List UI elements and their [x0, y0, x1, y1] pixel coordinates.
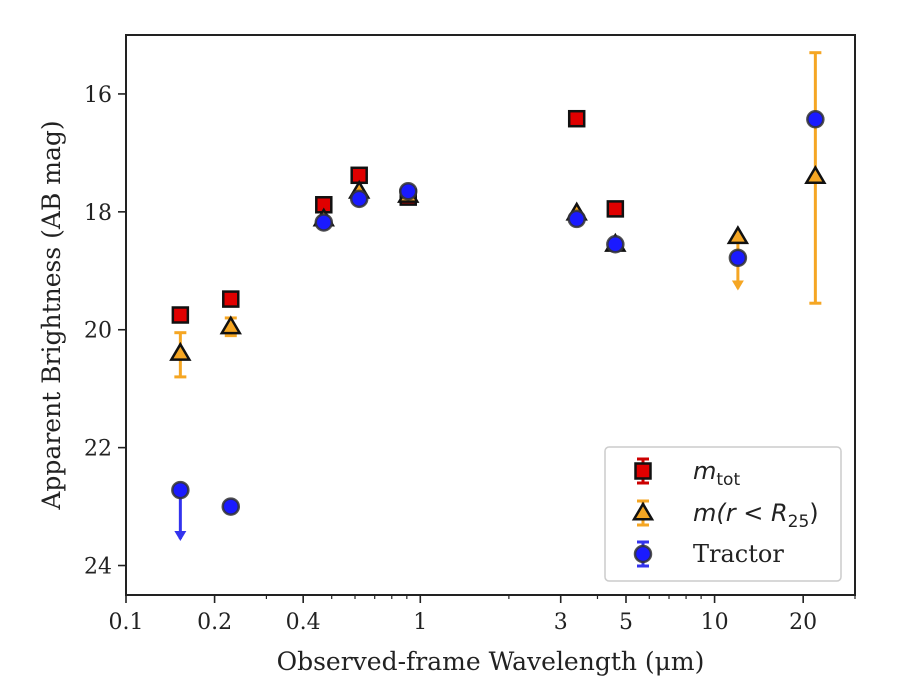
- upper-limit-arrow: [731, 280, 744, 291]
- legend-marker-circle: [633, 544, 653, 564]
- x-tick-label: 1: [413, 610, 427, 635]
- data-point-circle: [171, 480, 190, 500]
- x-tick-label: 5: [619, 610, 633, 635]
- legend-label: m(r < R25): [693, 499, 819, 532]
- legend-marker-triangle: [631, 501, 655, 521]
- data-point-triangle: [219, 315, 242, 335]
- x-tick-label: 0.4: [286, 610, 321, 635]
- y-tick-label: 18: [84, 201, 112, 226]
- upper-limit-arrow: [174, 531, 187, 541]
- legend-label: mtot: [693, 457, 740, 490]
- data-point-circle: [567, 209, 586, 229]
- data-point-circle: [398, 181, 418, 201]
- data-point-circle: [606, 235, 625, 254]
- legend: mtot m(r < R25) Tractor: [604, 446, 842, 582]
- legend-marker-square: [634, 462, 652, 480]
- y-tick-label: 20: [84, 319, 112, 344]
- x-axis-label: Observed-frame Wavelength (μm): [277, 647, 705, 676]
- data-point-triangle: [804, 165, 827, 185]
- x-tick-label: 20: [789, 610, 817, 635]
- data-point-square: [567, 109, 586, 128]
- legend-box: [604, 446, 842, 582]
- x-tick-label: 0.1: [109, 610, 144, 635]
- chart-axes: 0.1 0.2 0.4 1 3 5 10 20 16 18 20 22 24 Observed-frame…: [37, 34, 856, 676]
- chart-marks: [169, 51, 827, 541]
- legend-label: Tractor: [693, 540, 784, 568]
- data-point-square: [222, 290, 240, 308]
- data-point-triangle: [726, 225, 750, 245]
- data-point-circle: [349, 189, 369, 209]
- y-axis-label: Apparent Brightness (AB mag): [37, 120, 66, 510]
- y-tick-label: 22: [84, 437, 112, 462]
- data-point-circle: [728, 248, 748, 268]
- data-point-triangle: [169, 341, 192, 361]
- data-point-circle: [806, 110, 825, 129]
- data-point-circle: [221, 497, 241, 516]
- y-tick-label: 16: [84, 83, 112, 108]
- data-point-circle: [314, 213, 334, 232]
- x-tick-label: 10: [701, 610, 729, 635]
- data-point-square: [171, 306, 190, 324]
- y-tick-label: 24: [84, 555, 112, 580]
- x-tick-label: 0.2: [197, 610, 232, 635]
- x-tick-label: 3: [554, 610, 568, 635]
- data-point-square: [606, 200, 625, 218]
- plot-frame: [125, 34, 856, 596]
